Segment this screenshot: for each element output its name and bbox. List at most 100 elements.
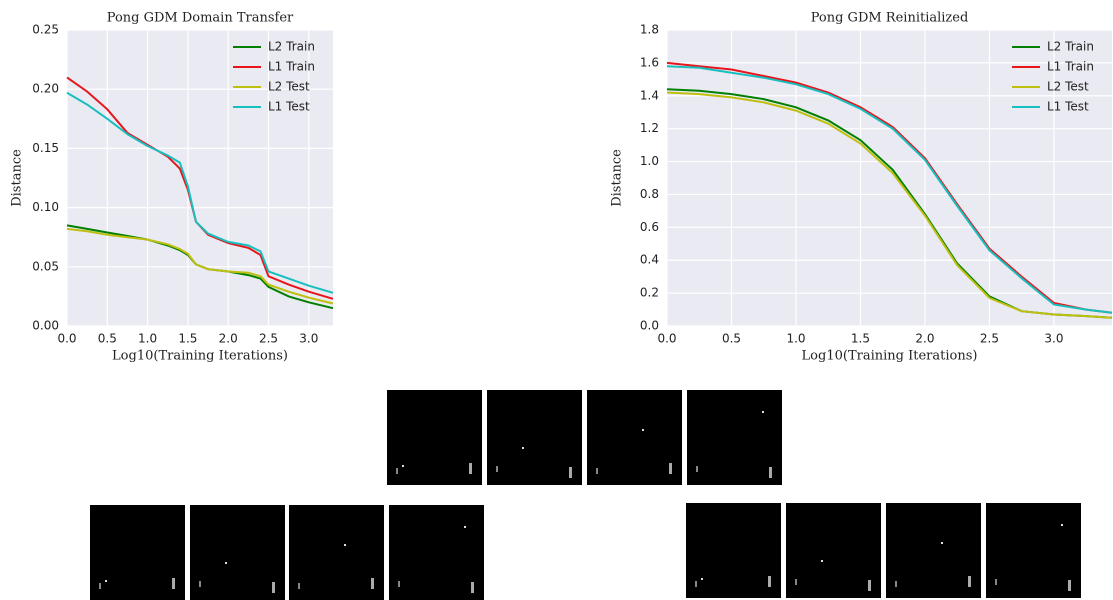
series-line: [666, 61, 1113, 314]
paddle: [496, 466, 498, 472]
legend-label: L1 Train: [1047, 60, 1094, 74]
paddle: [868, 580, 871, 591]
ball: [522, 447, 524, 449]
x-tick-label: 1.0: [786, 332, 805, 346]
x-tick-label: 0.5: [98, 332, 117, 346]
legend-label: L1 Test: [1047, 100, 1089, 114]
paddle: [569, 467, 572, 478]
ball: [105, 580, 107, 582]
ball: [344, 544, 346, 546]
ball: [762, 411, 764, 413]
x-tick-label: 1.5: [178, 332, 197, 346]
y-tick-label: 0.6: [640, 220, 659, 234]
plot-area: [667, 30, 1112, 326]
paddle: [172, 578, 175, 589]
y-tick-label: 0.2: [640, 286, 659, 300]
y-tick-label: 1.6: [640, 55, 659, 69]
paddle: [768, 576, 771, 587]
series-line: [666, 91, 1113, 319]
paddle: [471, 582, 474, 593]
legend-label: L2 Test: [268, 80, 310, 94]
game-frame: [487, 390, 582, 485]
paddle: [298, 583, 300, 589]
ball: [821, 560, 823, 562]
x-tick-label: 2.0: [219, 332, 238, 346]
y-tick-label: 1.0: [640, 154, 659, 168]
paddle: [396, 468, 398, 474]
legend-label: L2 Train: [268, 40, 315, 54]
paddle: [199, 581, 201, 587]
y-tick-label: 0.15: [32, 141, 59, 155]
game-frame: [289, 505, 384, 600]
x-tick-label: 2.0: [915, 332, 934, 346]
x-tick-label: 0.0: [57, 332, 76, 346]
y-tick-label: 0.0: [640, 319, 659, 333]
ball: [642, 429, 644, 431]
paddle: [371, 578, 374, 589]
y-tick-label: 1.8: [640, 23, 659, 37]
plot-area: [67, 30, 333, 326]
x-tick-label: 0.0: [657, 332, 676, 346]
x-axis-label: Log10(Training Iterations): [112, 349, 288, 364]
x-axis-label: Log10(Training Iterations): [802, 349, 978, 364]
game-frame: [786, 503, 881, 598]
paddle: [469, 463, 472, 474]
paddle: [995, 579, 997, 585]
paddle: [695, 581, 697, 587]
y-axis-label: Distance: [610, 149, 625, 207]
paddle: [696, 466, 698, 472]
y-tick-label: 1.4: [640, 88, 659, 102]
y-tick-label: 1.2: [640, 121, 659, 135]
ball: [225, 562, 227, 564]
series-line: [66, 91, 334, 294]
paddle: [669, 463, 672, 474]
y-tick-label: 0.4: [640, 253, 659, 267]
legend-label: L1 Test: [268, 100, 310, 114]
ball: [941, 542, 943, 544]
paddle: [968, 576, 971, 587]
x-tick-label: 3.0: [299, 332, 318, 346]
x-tick-label: 3.0: [1044, 332, 1063, 346]
y-tick-label: 0.20: [32, 82, 59, 96]
ball: [402, 465, 404, 467]
x-tick-label: 0.5: [722, 332, 741, 346]
x-tick-label: 1.5: [851, 332, 870, 346]
y-tick-label: 0.25: [32, 23, 59, 37]
game-frame: [587, 390, 682, 485]
game-frame: [986, 503, 1081, 598]
paddle: [99, 583, 101, 589]
game-frame: [686, 503, 781, 598]
y-tick-label: 0.05: [32, 259, 59, 273]
game-frame: [687, 390, 782, 485]
game-frame: [190, 505, 285, 600]
chart-title: Pong GDM Domain Transfer: [107, 11, 294, 26]
paddle: [1068, 580, 1071, 591]
y-tick-label: 0.8: [640, 187, 659, 201]
legend-label: L1 Train: [268, 60, 315, 74]
paddle: [769, 467, 772, 478]
paddle: [895, 581, 897, 587]
ball: [1061, 524, 1063, 526]
ball: [464, 526, 466, 528]
legend-label: L2 Train: [1047, 40, 1094, 54]
game-frame: [886, 503, 981, 598]
y-tick-label: 0.00: [32, 319, 59, 333]
chart-title: Pong GDM Reinitialized: [811, 11, 969, 26]
game-frame: [90, 505, 185, 600]
paddle: [795, 579, 797, 585]
legend-label: L2 Test: [1047, 80, 1089, 94]
game-frame: [387, 390, 482, 485]
series-line: [66, 227, 334, 305]
paddle: [398, 581, 400, 587]
series-line: [666, 65, 1113, 314]
x-tick-label: 1.0: [138, 332, 157, 346]
x-tick-label: 2.5: [980, 332, 999, 346]
paddle: [272, 582, 275, 593]
ball: [701, 578, 703, 580]
y-tick-label: 0.10: [32, 200, 59, 214]
y-axis-label: Distance: [10, 149, 25, 207]
paddle: [596, 468, 598, 474]
x-tick-label: 2.5: [259, 332, 278, 346]
game-frame: [389, 505, 484, 600]
